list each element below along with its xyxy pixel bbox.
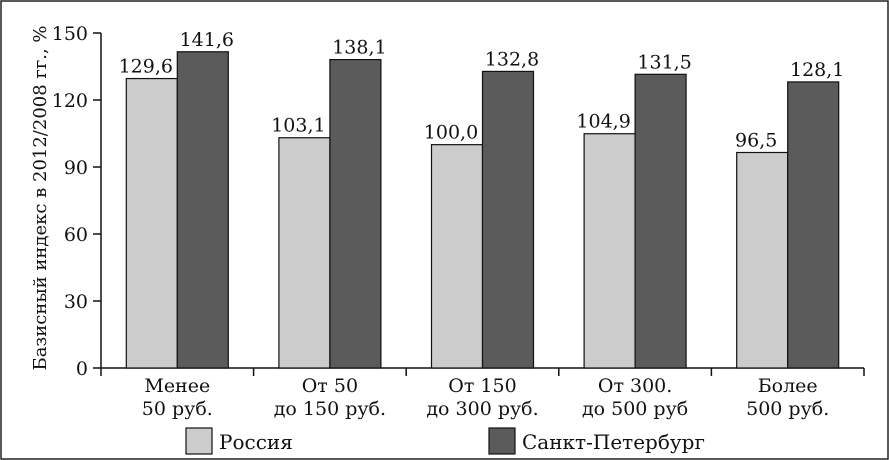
bar — [176, 51, 229, 369]
legend-swatch — [488, 427, 516, 455]
bar — [634, 73, 687, 369]
legend-label: Санкт-Петербург — [522, 430, 705, 454]
data-label: 100,0 — [424, 122, 478, 144]
data-label: 104,9 — [576, 111, 630, 133]
data-label: 96,5 — [735, 129, 777, 151]
bar — [583, 133, 636, 369]
data-labels: 129,6 141,6 103,1 138,1 100,0 132,8 104,9 131,5… — [119, 29, 845, 152]
data-label: 138,1 — [332, 37, 386, 59]
category-label: От 50 — [302, 375, 358, 397]
data-label: 132,8 — [485, 48, 539, 70]
legend: Россия Санкт-Петербург — [185, 427, 705, 455]
category-label: до 300 руб. — [426, 398, 538, 420]
category-label: Более — [758, 375, 818, 397]
data-label: 128,1 — [790, 59, 844, 81]
bar — [125, 77, 178, 369]
y-tick-label: 60 — [64, 224, 88, 246]
bar — [736, 151, 789, 369]
data-label: 129,6 — [119, 56, 173, 78]
bar — [481, 70, 535, 369]
data-label: 131,5 — [637, 51, 691, 73]
data-label: 103,1 — [271, 115, 325, 137]
y-tick-label: 30 — [64, 291, 88, 313]
y-tick-label: 120 — [52, 90, 88, 112]
category-label: до 150 руб. — [274, 398, 386, 420]
category-label: От 300. — [598, 375, 672, 397]
bar — [430, 144, 484, 369]
bars — [125, 51, 840, 369]
y-tick-label: 150 — [52, 23, 88, 45]
bar — [787, 81, 840, 369]
legend-label: Россия — [219, 430, 293, 454]
y-tick-label: 90 — [64, 157, 88, 179]
y-axis-title: Базисный индекс в 2012/2008 гг., % — [30, 25, 51, 370]
category-label: до 500 руб — [582, 398, 688, 420]
bar — [278, 137, 331, 369]
category-label: 50 руб. — [142, 398, 213, 420]
bar — [329, 58, 382, 369]
category-label: 500 руб. — [746, 398, 829, 420]
category-label: Менее — [144, 375, 210, 397]
data-label: 141,6 — [180, 29, 234, 51]
y-axis-label: Базисный индекс в 2012/2008 гг., % — [30, 25, 51, 370]
y-tick-label: 0 — [76, 358, 88, 380]
legend-swatch — [185, 427, 213, 455]
category-label: От 150 — [448, 375, 516, 397]
